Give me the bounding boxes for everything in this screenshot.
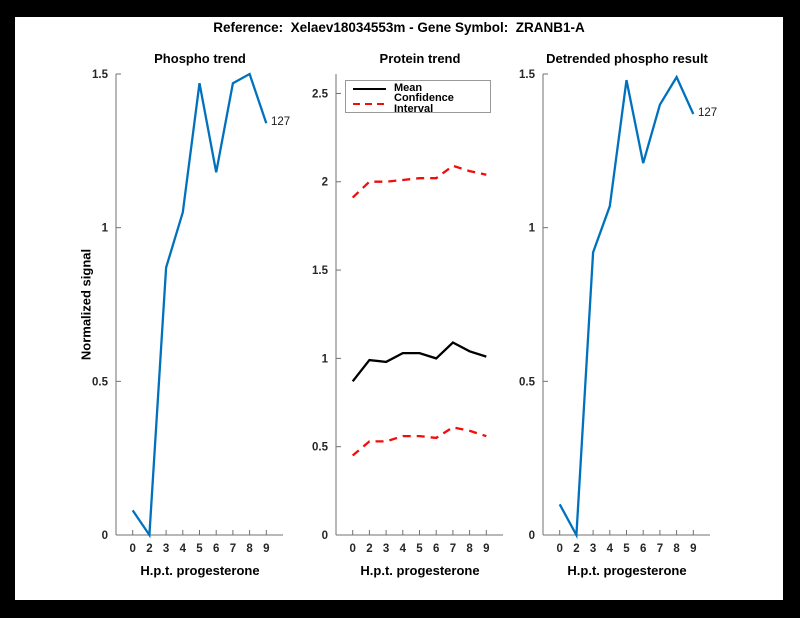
series-line-mean — [351, 341, 487, 383]
x-tick-label: 4 — [180, 543, 187, 555]
x-tick-label: 0 — [349, 543, 355, 555]
series-line-phospho-signal — [131, 72, 268, 539]
y-tick-label: 2.5 — [312, 88, 329, 100]
x-tick-label: 2 — [146, 543, 152, 555]
y-tick-label: 2 — [322, 177, 328, 189]
y-tick-label: 1.5 — [312, 265, 329, 277]
x-tick-label: 3 — [383, 543, 389, 555]
y-tick-label: 0 — [102, 530, 108, 542]
x-tick-label: 5 — [416, 543, 423, 555]
x-tick-label: 4 — [607, 543, 614, 555]
x-tick-label: 6 — [213, 543, 219, 555]
x-tick-label: 8 — [246, 543, 253, 555]
x-axis-label-phospho: H.p.t. progesterone — [140, 563, 260, 578]
mean-line-sample-icon — [353, 87, 386, 91]
subplot-title-protein-trend: Protein trend — [379, 51, 461, 66]
x-tick-label: 9 — [690, 543, 696, 555]
y-tick-label: 0.5 — [92, 376, 109, 388]
x-tick-label: 4 — [400, 543, 407, 555]
series-line-confidence-interval-upper — [351, 164, 487, 199]
y-tick-label: 1 — [102, 223, 109, 235]
y-tick-label: 0 — [529, 530, 535, 542]
subplot-title-detrended-phospho: Detrended phospho result — [546, 51, 708, 66]
x-axis-label-detrended: H.p.t. progesterone — [567, 563, 687, 578]
legend-label: Mean — [394, 82, 423, 95]
x-tick-label: 8 — [673, 543, 680, 555]
y-tick-label: 1 — [529, 223, 536, 235]
y-tick-label: 0.5 — [519, 376, 536, 388]
x-tick-label: 5 — [196, 543, 203, 555]
series-end-annotation: 127 — [698, 107, 718, 119]
y-tick-label: 0.5 — [312, 442, 329, 454]
x-tick-label: 8 — [466, 543, 473, 555]
dashed-line-sample-icon — [353, 102, 386, 106]
y-tick-label: 1 — [322, 353, 329, 365]
y-tick-label: 1.5 — [92, 69, 109, 81]
x-tick-label: 6 — [433, 543, 439, 555]
legend-entry-mean: Mean — [346, 81, 490, 96]
series-line-confidence-interval-lower — [351, 426, 487, 457]
x-tick-label: 5 — [623, 543, 630, 555]
y-tick-label: 0 — [322, 530, 328, 542]
x-tick-label: 7 — [450, 543, 456, 555]
y-tick-label: 1.5 — [519, 69, 536, 81]
subplot-title-phospho-trend: Phospho trend — [154, 51, 246, 66]
x-tick-label: 7 — [657, 543, 663, 555]
x-tick-label: 6 — [640, 543, 646, 555]
series-end-annotation: 127 — [271, 116, 291, 128]
x-tick-label: 0 — [556, 543, 562, 555]
figure-canvas — [15, 17, 783, 600]
legend-entry-confidence-interval: Confidence Interval — [346, 93, 490, 115]
x-tick-label: 7 — [230, 543, 236, 555]
x-tick-label: 9 — [263, 543, 269, 555]
legend: Mean Confidence Interval — [345, 80, 491, 115]
x-tick-label: 3 — [163, 543, 169, 555]
x-tick-label: 0 — [129, 543, 135, 555]
x-tick-label: 3 — [590, 543, 596, 555]
y-axis-label: Normalized signal — [78, 248, 94, 361]
x-axis-label-protein: H.p.t. progesterone — [360, 563, 480, 578]
figure-title: Reference: Xelaev18034553m - Gene Symbol… — [213, 20, 585, 35]
x-tick-label: 2 — [366, 543, 372, 555]
x-tick-label: 2 — [573, 543, 579, 555]
legend-label: Confidence Interval — [394, 92, 454, 116]
series-line-detrended-phospho-signal — [558, 74, 695, 540]
x-tick-label: 9 — [483, 543, 489, 555]
